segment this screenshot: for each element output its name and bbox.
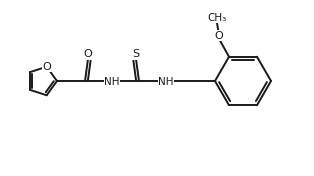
Text: CH₃: CH₃ [207,13,227,23]
Text: S: S [133,49,139,59]
Text: O: O [84,49,92,59]
Text: O: O [42,62,51,72]
Text: O: O [215,31,223,41]
Text: NH: NH [104,77,120,87]
Text: NH: NH [158,77,174,87]
